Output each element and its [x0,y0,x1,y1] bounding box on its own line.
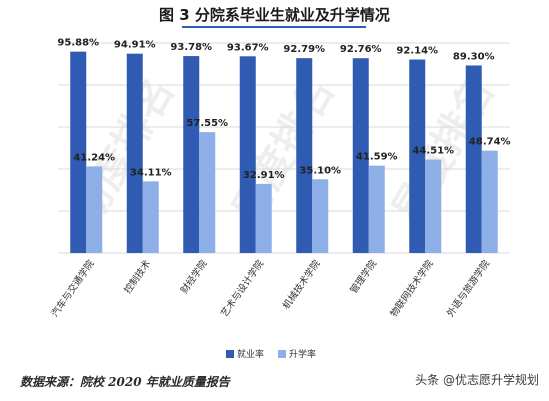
chart-legend: 就业率 升学率 [226,347,316,360]
legend-item-further-study: 升学率 [278,347,316,360]
x-tick-label: 财经学院 [178,257,210,295]
legend-swatch-further-study [278,349,287,358]
x-tick-label: 机械技术学院 [280,257,323,311]
legend-item-employment: 就业率 [226,347,264,360]
bar-further-study [425,159,442,253]
page-title: 图 3 分院系毕业生就业及升学情况 [159,6,390,24]
data-label: 94.91% [114,40,156,51]
data-label: 32.91% [243,170,285,181]
data-label: 57.55% [186,118,228,129]
legend-label-further-study: 升学率 [289,350,317,360]
bar-further-study [312,179,329,253]
data-label: 92.14% [396,46,438,57]
data-label: 93.78% [170,42,212,53]
data-label: 41.59% [356,152,398,163]
bar-employment [296,58,313,254]
x-tick-label: 物联网技术学院 [388,257,436,319]
bar-employment [70,51,87,253]
bar-employment [126,53,143,254]
bar-further-study [142,181,159,253]
data-label: 34.11% [130,167,172,178]
data-label: 92.76% [340,44,382,55]
title-underline [182,26,366,28]
x-tick-label: 控制技术 [122,257,154,295]
data-label: 41.24% [73,152,115,163]
data-label: 92.79% [283,44,325,55]
legend-swatch-employment [226,349,234,358]
data-label: 44.51% [412,146,454,157]
data-label: 48.74% [469,137,511,148]
data-label: 89.30% [453,51,495,62]
bar-further-study [86,166,103,253]
x-tick-label: 管理学院 [348,257,380,295]
bar-employment [352,58,369,254]
x-tick-label: 艺术与设计学院 [218,257,266,319]
source-note: 数据来源：院校 2020 年就业质量报告 [20,375,230,389]
bar-employment [465,65,482,253]
data-label: 93.67% [227,42,269,53]
bar-further-study [368,165,385,253]
bar-further-study [481,150,498,253]
legend-label-employment: 就业率 [237,350,265,360]
bar-employment [183,56,200,254]
data-label: 35.10% [299,165,341,176]
credit-text: 头条 @优志愿升学规划 [415,373,539,387]
bar-further-study [255,183,272,253]
bar-employment [409,59,426,254]
data-label: 95.88% [57,38,99,49]
x-tick-label: 汽车与交通学院 [49,257,97,319]
bar-employment [239,56,256,253]
bar-further-study [199,132,216,253]
x-tick-label: 外语与旅游学院 [444,257,492,319]
